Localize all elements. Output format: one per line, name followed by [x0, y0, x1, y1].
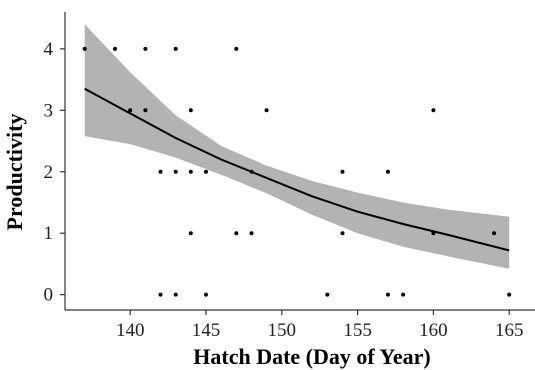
data-point — [507, 292, 512, 297]
data-point — [143, 46, 148, 51]
data-point — [492, 231, 497, 236]
data-point — [249, 231, 254, 236]
data-point — [249, 169, 254, 174]
data-point — [264, 108, 269, 113]
y-tick-label: 4 — [44, 39, 54, 60]
fit-line — [84, 87, 510, 252]
data-point — [173, 292, 178, 297]
x-tick-label: 140 — [116, 320, 145, 341]
data-point — [401, 292, 406, 297]
confidence-band-layer — [84, 24, 510, 269]
y-tick-label: 0 — [44, 285, 54, 306]
data-point — [113, 46, 117, 51]
data-point — [188, 169, 193, 174]
data-point — [204, 169, 208, 174]
y-tick-label: 2 — [44, 162, 54, 183]
data-point — [340, 169, 345, 174]
data-point — [173, 46, 178, 51]
data-point — [431, 108, 436, 113]
data-point — [143, 108, 148, 113]
x-tick-label: 165 — [495, 320, 524, 341]
confidence-band — [84, 24, 510, 269]
fit-line-layer — [84, 87, 510, 252]
x-tick-label: 160 — [419, 320, 448, 341]
axes: 140 145 150 155 160 165 0 1 2 3 4 — [44, 12, 535, 341]
x-tick-label: 150 — [268, 320, 297, 341]
data-point — [340, 231, 345, 236]
y-tick-label: 3 — [44, 100, 54, 121]
data-point — [128, 108, 133, 113]
y-axis-title: Productivity — [2, 114, 27, 231]
data-point — [234, 46, 239, 51]
data-point — [173, 169, 178, 174]
data-point — [431, 231, 436, 236]
data-point — [158, 169, 163, 174]
data-point — [325, 292, 330, 297]
y-tick-label: 1 — [44, 223, 54, 244]
x-tick-label: 155 — [343, 320, 372, 341]
data-point — [158, 292, 163, 297]
data-point — [385, 169, 390, 174]
data-point — [188, 108, 193, 113]
data-point — [82, 46, 87, 51]
data-point — [234, 231, 239, 236]
data-point — [385, 292, 390, 297]
x-axis-title: Hatch Date (Day of Year) — [193, 344, 430, 369]
x-tick-label: 145 — [192, 320, 221, 341]
data-points-layer — [82, 46, 512, 297]
data-point — [204, 292, 208, 297]
data-point — [188, 231, 193, 236]
